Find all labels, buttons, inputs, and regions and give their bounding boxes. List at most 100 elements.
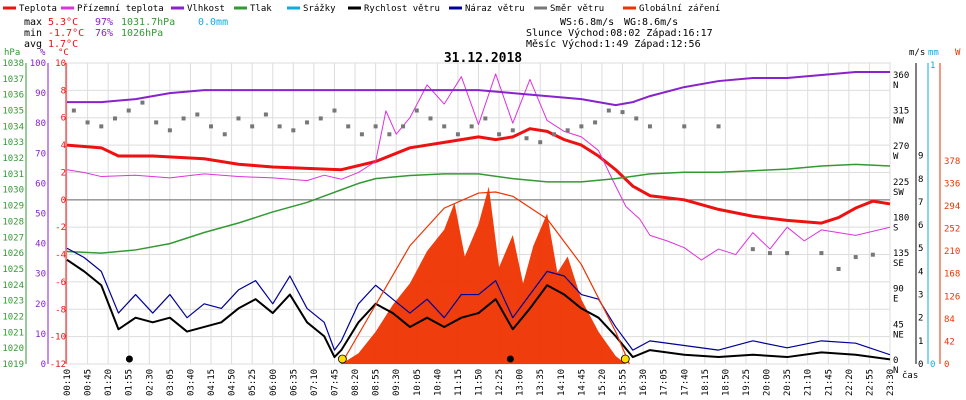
direction-point bbox=[250, 124, 255, 129]
pressure-tick-label: 1034 bbox=[2, 122, 24, 132]
direction-point bbox=[263, 112, 268, 117]
direction-point bbox=[442, 124, 447, 129]
wind-tick-label: 1 bbox=[918, 337, 923, 347]
moon-times: Měsíc Východ:1:49 Západ:12:56 bbox=[526, 38, 701, 50]
pressure-tick-label: 1021 bbox=[2, 328, 24, 338]
direction-point bbox=[181, 116, 186, 121]
x-tick-label: 13:35 bbox=[536, 369, 546, 396]
x-tick-label: 06:00 bbox=[269, 369, 279, 396]
temperature-tick-label: -2 bbox=[55, 223, 66, 233]
temperature-tick-label: 6 bbox=[61, 114, 66, 124]
humidity-tick-label: 50 bbox=[35, 210, 46, 220]
x-tick-label: 14:45 bbox=[577, 369, 587, 396]
direction-tick-label: N bbox=[893, 366, 898, 376]
x-tick-label: 04:15 bbox=[207, 369, 217, 396]
x-tick-label: 17:40 bbox=[680, 369, 690, 396]
pressure-tick-label: 1030 bbox=[2, 186, 24, 196]
pressure-tick-label: 1032 bbox=[2, 154, 24, 164]
temperature-tick-label: -12 bbox=[50, 360, 66, 370]
x-tick-label: 22:55 bbox=[865, 369, 875, 396]
radiation-tick-label: 210 bbox=[944, 247, 960, 257]
direction-point bbox=[346, 124, 351, 129]
direction-point bbox=[538, 140, 543, 145]
radiation-tick-label: 336 bbox=[944, 179, 960, 189]
direction-point bbox=[236, 116, 241, 121]
pressure-tick-label: 1033 bbox=[2, 138, 24, 148]
x-tick-label: 16:30 bbox=[639, 369, 649, 396]
temperature-tick-label: 4 bbox=[61, 141, 66, 151]
pressure-tick-label: 1038 bbox=[2, 59, 24, 69]
temperature-tick-label: -6 bbox=[55, 278, 66, 288]
direction-point bbox=[99, 124, 104, 129]
x-tick-label: 09:30 bbox=[392, 369, 402, 396]
direction-point bbox=[154, 120, 159, 125]
humidity-tick-label: 80 bbox=[35, 119, 46, 129]
humidity-tick-label: 100 bbox=[30, 59, 46, 69]
pressure-tick-label: 1020 bbox=[2, 344, 24, 354]
direction-point bbox=[305, 120, 310, 125]
humidity-axis-unit: % bbox=[40, 48, 46, 58]
avg-label: avg bbox=[24, 39, 42, 50]
direction-point bbox=[620, 110, 625, 115]
direction-point bbox=[126, 108, 131, 113]
direction-point bbox=[606, 108, 611, 113]
legend-label: Náraz větru bbox=[465, 4, 525, 14]
x-tick-label: 15:55 bbox=[619, 369, 629, 396]
direction-point bbox=[167, 128, 172, 133]
direction-point bbox=[853, 255, 858, 260]
direction-point bbox=[209, 124, 214, 129]
legend-label: Vlhkost bbox=[187, 4, 225, 14]
humidity-tick-label: 70 bbox=[35, 149, 46, 159]
direction-point bbox=[469, 124, 474, 129]
direction-point bbox=[634, 116, 639, 121]
x-tick-label: 06:35 bbox=[289, 369, 299, 396]
temperature-tick-label: 2 bbox=[61, 168, 66, 178]
direction-point bbox=[455, 132, 460, 137]
radiation-tick-label: 42 bbox=[944, 337, 955, 347]
temperature-tick-label: -4 bbox=[55, 251, 66, 261]
x-tick-label: 17:05 bbox=[660, 369, 670, 396]
legend-label: Rychlost větru bbox=[364, 4, 440, 14]
x-tick-label: 20:35 bbox=[783, 369, 793, 396]
direction-point bbox=[277, 124, 282, 129]
x-tick-label: 19:25 bbox=[742, 369, 752, 396]
min-temp: -1.7°C bbox=[48, 28, 84, 39]
x-tick-label: 03:40 bbox=[186, 369, 196, 396]
direction-point bbox=[767, 251, 772, 256]
direction-point bbox=[497, 132, 502, 137]
x-tick-label: 10:05 bbox=[413, 369, 423, 396]
x-tick-label: 03:05 bbox=[166, 369, 176, 396]
temperature-tick-label: 8 bbox=[61, 86, 66, 96]
series-line-globální-záření-max bbox=[340, 191, 630, 365]
direction-point bbox=[870, 252, 875, 257]
wind-tick-label: 2 bbox=[918, 314, 923, 324]
humidity-tick-label: 10 bbox=[35, 330, 46, 340]
direction-tick-label: SW bbox=[893, 188, 904, 198]
pressure-tick-label: 1029 bbox=[2, 202, 24, 212]
direction-tick-value: 45 bbox=[893, 320, 904, 330]
direction-point bbox=[647, 124, 652, 129]
wind-axis-unit: m/s bbox=[909, 48, 925, 58]
direction-point bbox=[291, 128, 296, 133]
pressure-tick-label: 1036 bbox=[2, 91, 24, 101]
direction-point bbox=[682, 124, 687, 129]
direction-tick-value: 180 bbox=[893, 213, 909, 223]
rain-tick-label: 0 bbox=[930, 360, 935, 370]
sun-marker bbox=[620, 354, 630, 364]
direction-point bbox=[373, 124, 378, 129]
direction-tick-label: NW bbox=[893, 116, 904, 126]
max-humidity: 97% bbox=[95, 17, 113, 28]
x-tick-label: 13:00 bbox=[516, 369, 526, 396]
direction-point bbox=[401, 124, 406, 129]
wind-tick-label: 9 bbox=[918, 152, 923, 162]
stats-panel: max 5.3°C 97% 1031.7hPa 0.0mm min -1.7°C… bbox=[24, 17, 228, 50]
legend-label: Tlak bbox=[250, 4, 272, 14]
direction-tick-label: SE bbox=[893, 259, 904, 269]
chart-title: 31.12.2018 bbox=[444, 51, 522, 66]
moon-marker bbox=[125, 355, 133, 363]
x-tick-label: 20:00 bbox=[763, 369, 773, 396]
x-tick-label: 05:25 bbox=[248, 369, 258, 396]
pressure-tick-label: 1022 bbox=[2, 312, 24, 322]
pressure-tick-label: 1024 bbox=[2, 281, 24, 291]
radiation-tick-label: 0 bbox=[944, 360, 949, 370]
